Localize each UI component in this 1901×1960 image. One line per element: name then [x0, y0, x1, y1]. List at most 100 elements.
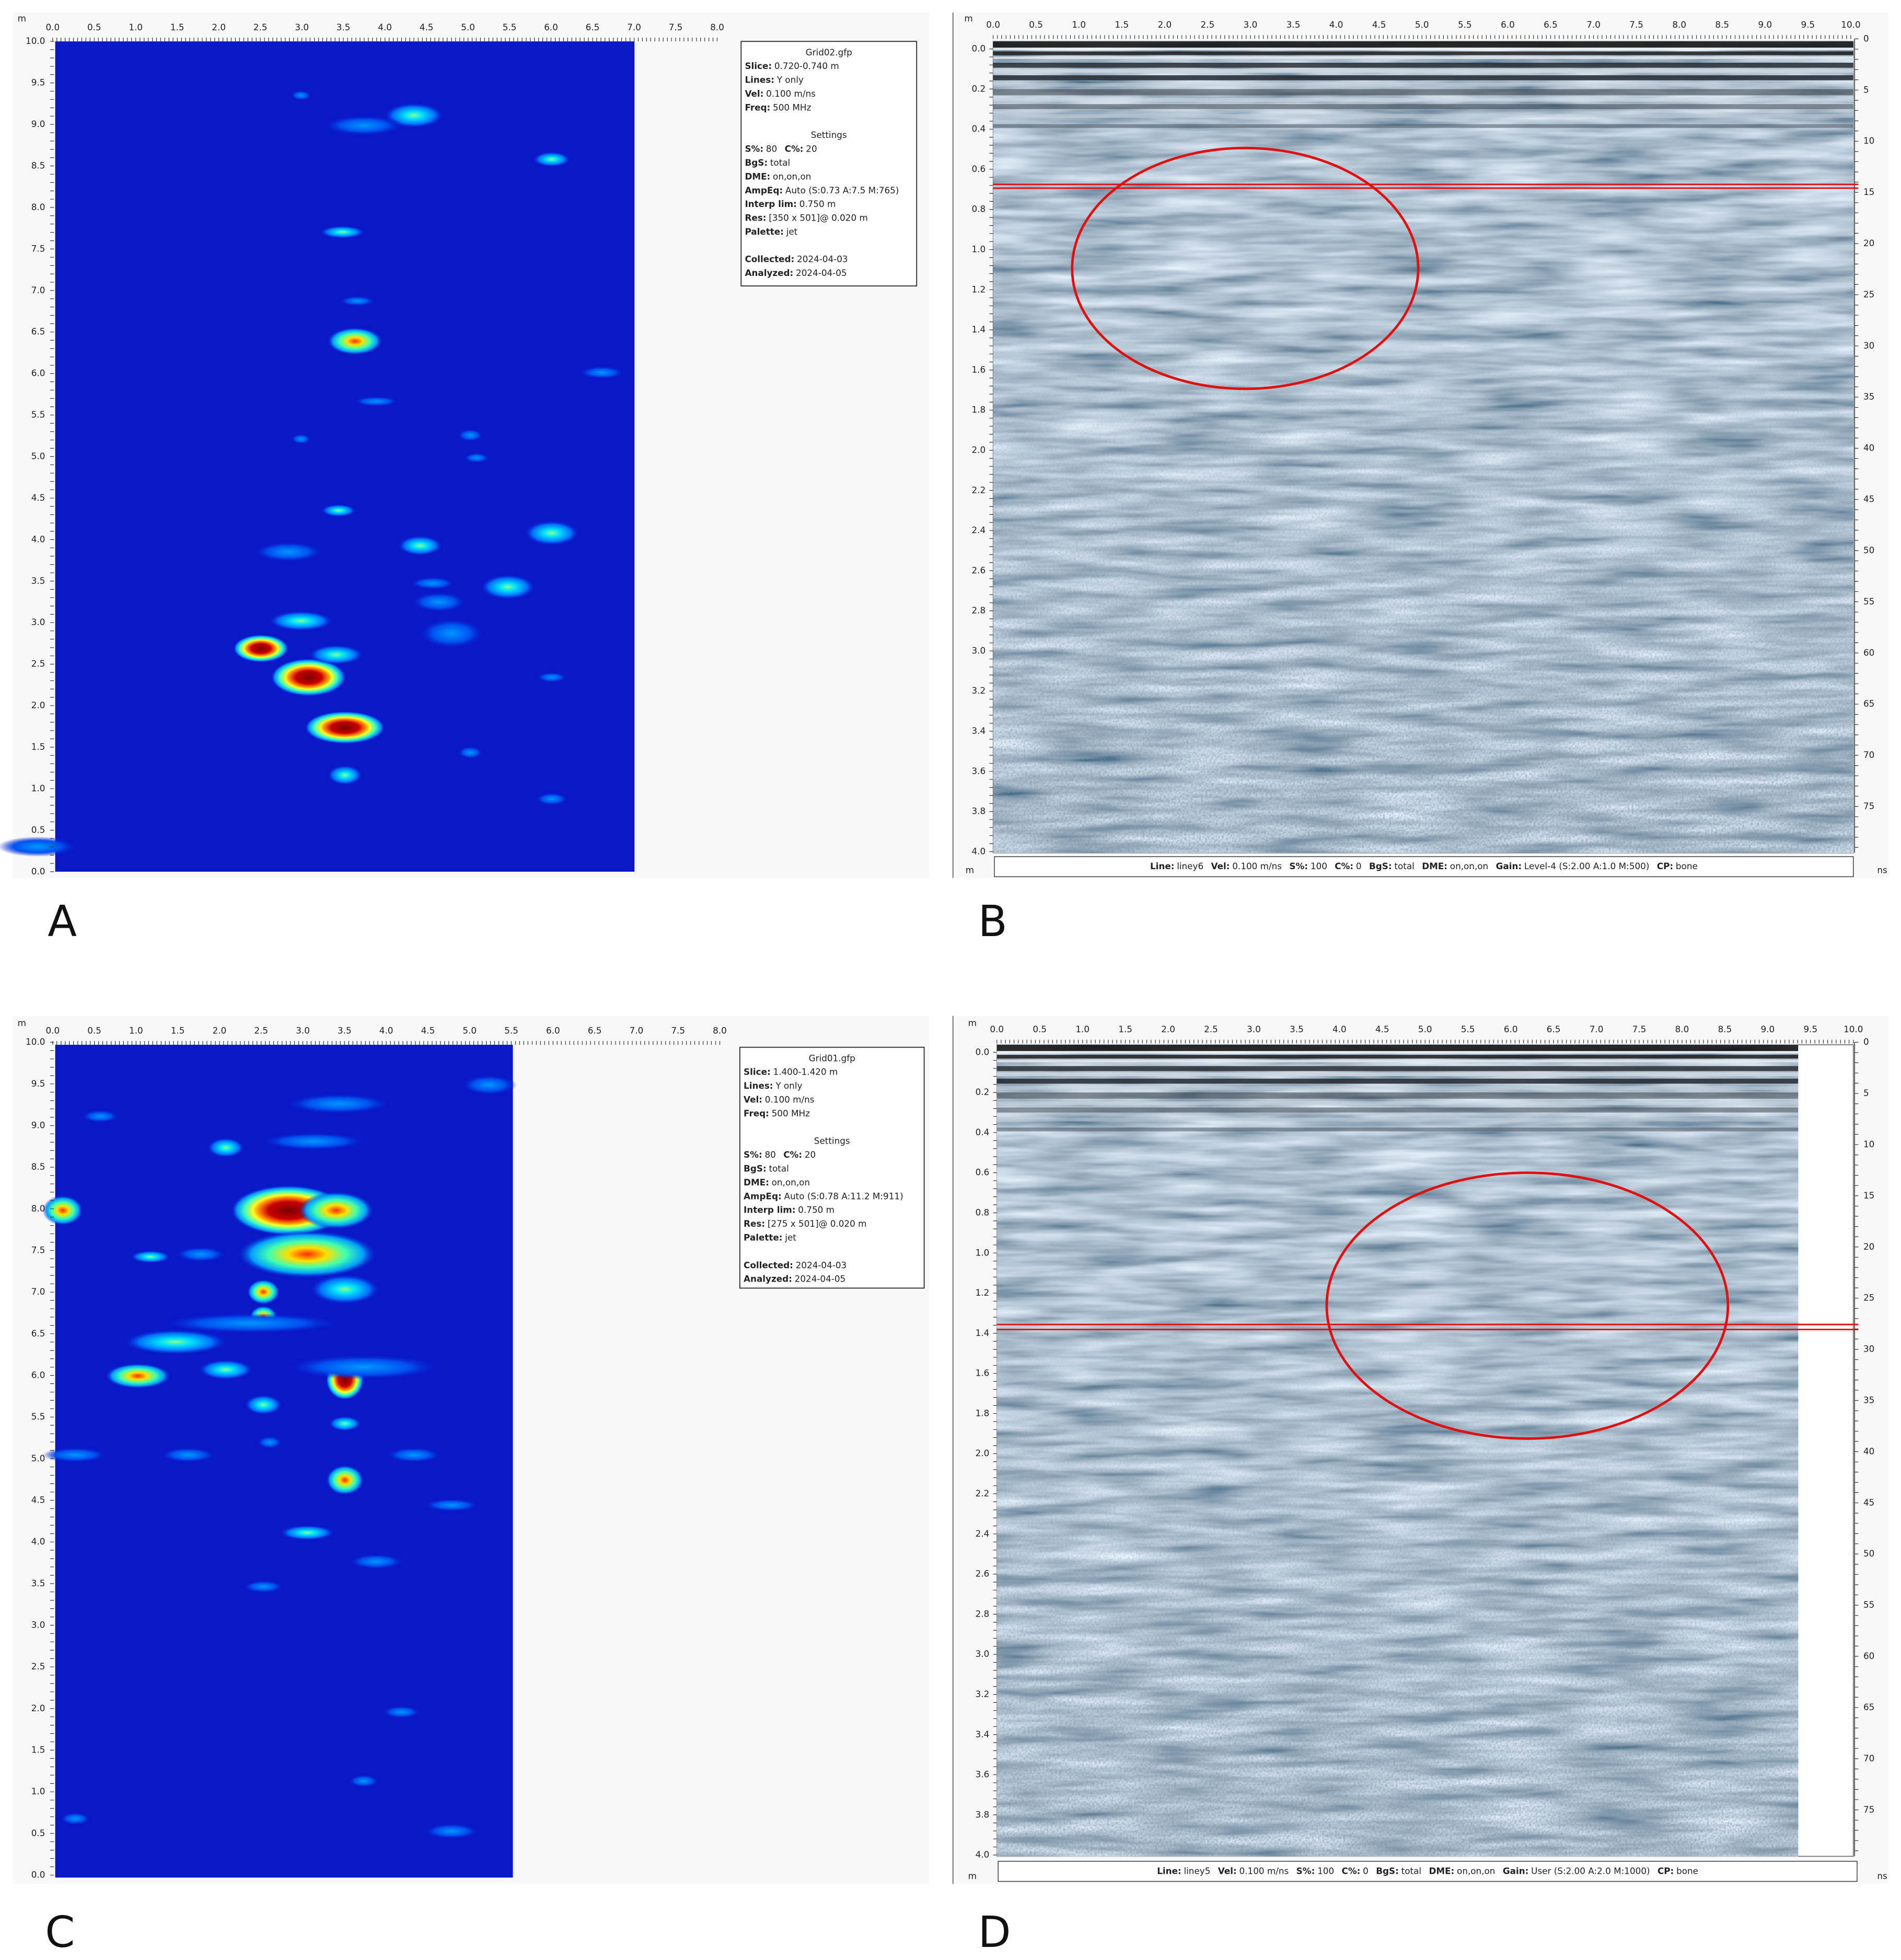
y-tick-label: 3.0 — [31, 617, 45, 627]
info-value: 0.100 m/ns — [765, 1094, 815, 1105]
reflection-band — [996, 1127, 1799, 1132]
reflection-band — [996, 1055, 1799, 1059]
reflection-band — [993, 124, 1853, 128]
anomaly — [105, 1363, 171, 1389]
x-tick-label: 8.0 — [713, 1025, 727, 1036]
info-value: Y only — [775, 1080, 802, 1091]
axis-unit: m — [966, 864, 974, 875]
y-tick-label: 0.5 — [31, 824, 45, 835]
x-tick-label: 7.5 — [669, 22, 683, 32]
depth-tick-label: 0.8 — [971, 204, 986, 214]
anomaly — [424, 1824, 479, 1839]
info-value: 0 — [1363, 1865, 1369, 1876]
x-tick-label: 9.0 — [1758, 19, 1772, 30]
time-tick-label: 25 — [1863, 1293, 1874, 1303]
anomaly — [286, 1093, 391, 1114]
info-key: AmpEq: — [745, 185, 783, 195]
info-key: BgS: — [1376, 1865, 1399, 1876]
x-tick-label: 7.5 — [671, 1025, 685, 1036]
info-line: Collected: 2024-04-03 — [744, 1260, 847, 1270]
anomaly — [309, 1274, 380, 1305]
reflection-band — [993, 114, 1853, 118]
y-tick-label: 10.0 — [26, 1036, 45, 1047]
info-value: 80 — [764, 1149, 775, 1160]
y-tick-label: 8.5 — [31, 160, 45, 170]
y-tick-label: 8.0 — [31, 1203, 45, 1214]
axis-unit: m — [18, 1018, 26, 1028]
anomaly — [160, 1447, 216, 1463]
anomaly — [60, 1812, 90, 1825]
depth-tick-label: 0.2 — [971, 83, 986, 94]
x-tick-label: 4.0 — [379, 1025, 393, 1036]
depth-tick-label: 1.2 — [976, 1287, 990, 1298]
info-key: BgS: — [744, 1163, 767, 1174]
info-key: Line: — [1157, 1865, 1181, 1876]
depth-tick-label: 2.8 — [976, 1608, 990, 1619]
info-line: Lines: Y only — [745, 75, 803, 85]
time-tick-label: 35 — [1863, 391, 1874, 402]
time-tick-label: 70 — [1863, 750, 1874, 760]
info-key: Analyzed: — [745, 268, 793, 278]
x-tick-label: 9.5 — [1801, 19, 1815, 30]
info-subtitle: Settings — [814, 1136, 850, 1146]
reflection-band — [993, 98, 1853, 102]
x-tick-label: 3.0 — [295, 22, 309, 32]
surface-reflections — [993, 41, 1853, 128]
info-value: on,on,on — [772, 1177, 810, 1187]
info-title: Grid02.gfp — [806, 47, 852, 57]
time-tick-label: 35 — [1863, 1394, 1874, 1405]
info-line: Vel: 0.100 m/ns — [745, 88, 815, 99]
info-line: Slice: 0.720-0.740 m — [745, 61, 839, 71]
info-line: Palette: jet — [744, 1232, 796, 1242]
y-tick-label: 7.5 — [31, 243, 45, 253]
reflection-band — [996, 1101, 1799, 1105]
info-line: AmpEq: Auto (S:0.78 A:11.2 M:911) — [744, 1191, 903, 1201]
info-key: S%: — [745, 144, 763, 154]
y-tick-label: 1.5 — [31, 1745, 45, 1755]
time-tick-label: 25 — [1863, 289, 1874, 299]
anomaly — [326, 1465, 364, 1495]
x-tick-label: 6.0 — [1504, 1024, 1518, 1034]
info-value: jet — [784, 1232, 796, 1242]
depth-ruler — [993, 1052, 997, 1855]
heatmap — [55, 1044, 513, 1878]
time-tick-label: 45 — [1863, 1497, 1874, 1507]
info-value: total — [770, 157, 790, 168]
time-tick-label: 55 — [1863, 1599, 1874, 1610]
anomaly — [353, 396, 399, 407]
x-tick-label: 10.0 — [1844, 1024, 1863, 1034]
footer-box — [994, 856, 1854, 878]
info-key: Freq: — [745, 102, 770, 112]
anomaly — [237, 1230, 378, 1278]
info-key: Vel: — [1218, 1865, 1237, 1876]
y-tick-label: 2.5 — [31, 1661, 45, 1671]
x-tick-label: 5.5 — [504, 1025, 518, 1036]
info-line: Analyzed: 2024-04-05 — [744, 1274, 845, 1284]
time-tick-label: 65 — [1863, 1702, 1874, 1712]
x-tick-label: 6.5 — [588, 1025, 602, 1036]
x-tick-label: 8.5 — [1718, 1024, 1732, 1034]
info-key: Palette: — [745, 226, 783, 237]
info-line: S%: 80 C%: 20 — [745, 144, 817, 154]
x-tick-label: 7.5 — [1632, 1024, 1647, 1034]
depth-tick-label: 1.4 — [976, 1328, 990, 1338]
x-tick-label: 0.5 — [1033, 1024, 1047, 1034]
info-line: Slice: 1.400-1.420 m — [744, 1067, 838, 1077]
time-tick-label: 75 — [1863, 801, 1874, 811]
info-value: 0.100 m/ns — [1239, 1865, 1289, 1876]
anomaly — [286, 1354, 442, 1380]
anomaly — [319, 225, 365, 238]
time-tick-label: 60 — [1863, 1651, 1874, 1661]
depth-tick-label: 1.2 — [971, 284, 986, 294]
reflection-band — [993, 51, 1853, 55]
anomaly — [308, 644, 364, 665]
info-line: Res: [350 x 501]@ 0.020 m — [745, 213, 867, 223]
axis-unit: ns — [1877, 1871, 1887, 1881]
time-tick-label: 60 — [1863, 647, 1874, 658]
anomaly — [42, 1195, 83, 1226]
y-tick-label: 0.0 — [31, 1870, 45, 1880]
depth-tick-label: 1.8 — [971, 405, 986, 415]
depth-tick-label: 2.6 — [976, 1569, 990, 1579]
x-tick-label: 6.5 — [1547, 1024, 1561, 1034]
info-key: C%: — [785, 144, 804, 154]
